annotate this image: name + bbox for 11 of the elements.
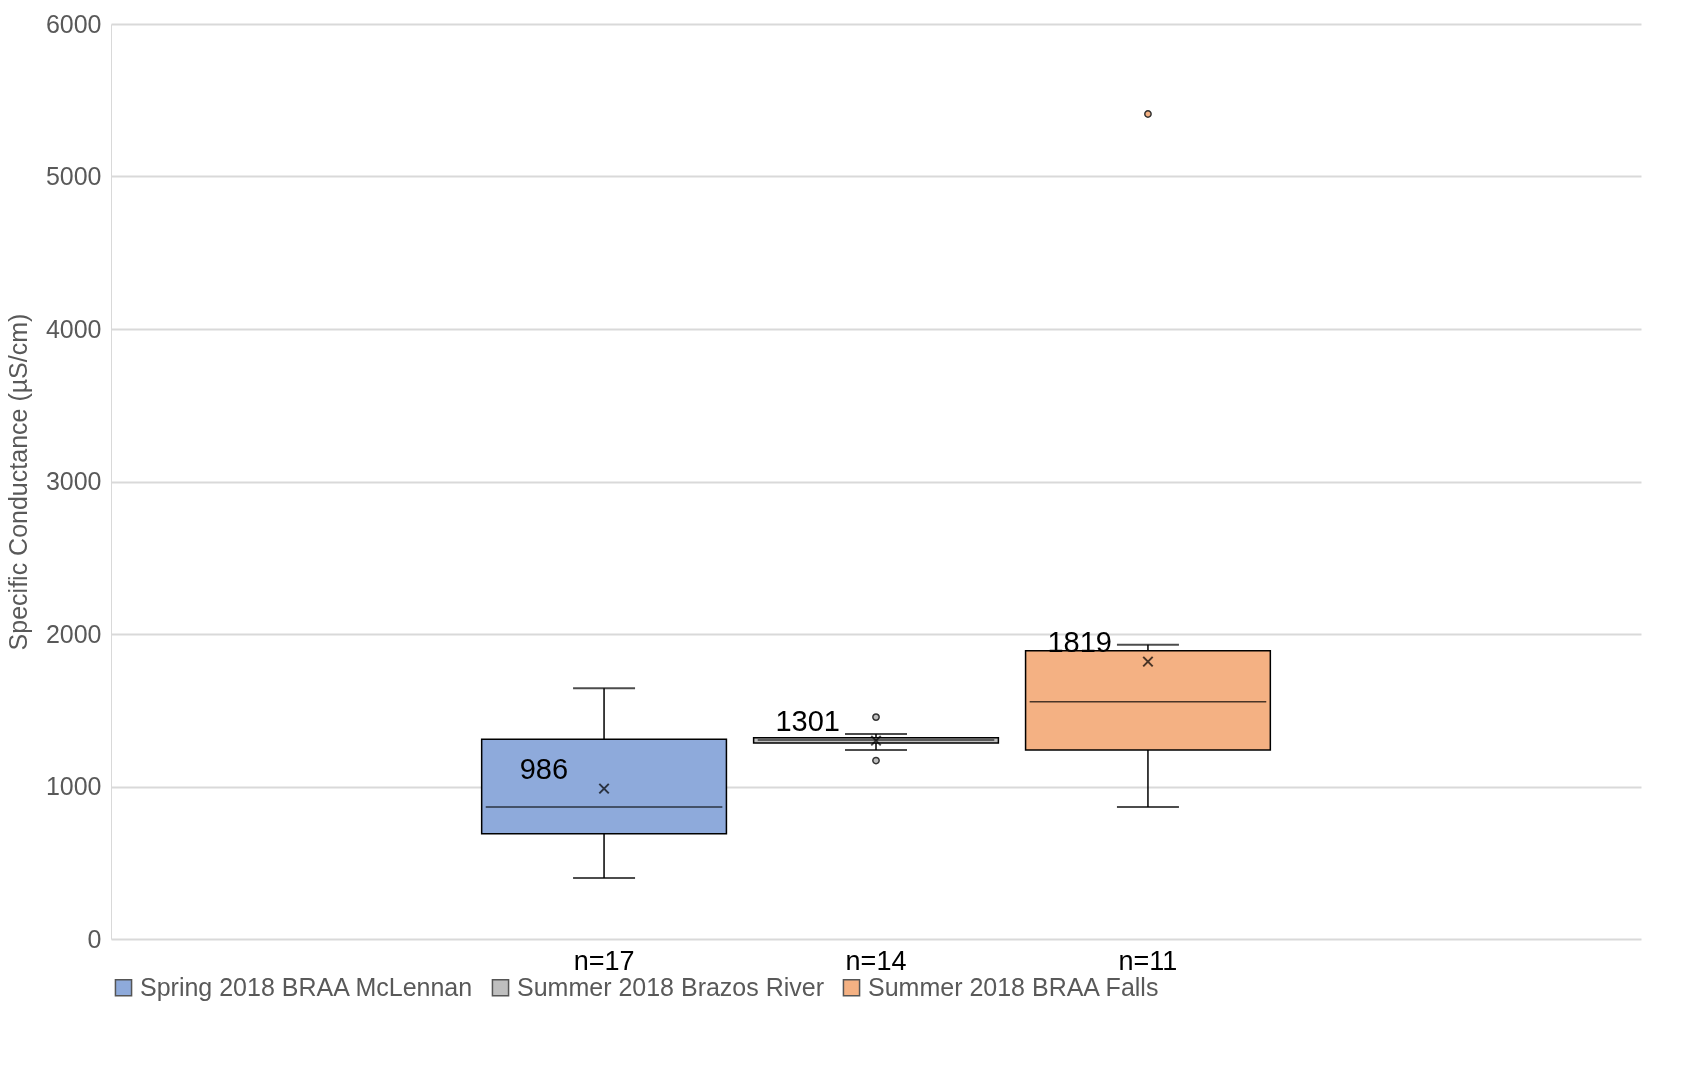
- y-axis-title: Specific Conductance (µS/cm): [3, 313, 32, 651]
- y-tick-label: 6000: [45, 9, 102, 38]
- y-tick-label: 3000: [45, 467, 102, 495]
- y-tick-label: 4000: [45, 314, 102, 343]
- annotation: 1301: [775, 704, 840, 737]
- y-tick-label: 2000: [45, 619, 102, 648]
- legend-label: Spring 2018 BRAA McLennan: [140, 972, 473, 1001]
- y-tick-label: 5000: [45, 162, 102, 190]
- annotation: 986: [519, 752, 569, 785]
- y-tick-label: 0: [87, 924, 102, 953]
- y-tick-label: 1000: [45, 772, 102, 800]
